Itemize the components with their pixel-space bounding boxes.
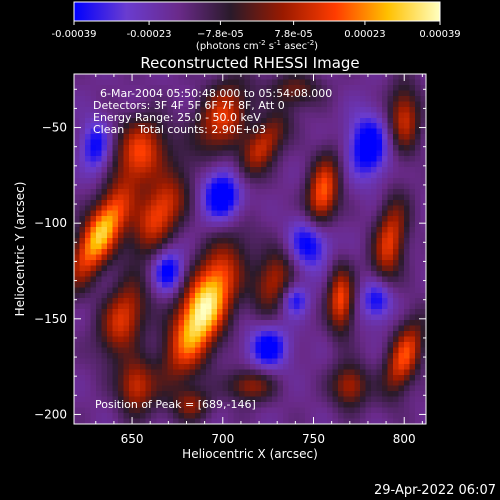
- colorbar-tick-label: 0.00023: [344, 29, 385, 40]
- y-tick-label: −50: [42, 121, 67, 135]
- observation-info: 6-Mar-2004 05:50:48.000 to 05:54:08.000 …: [93, 87, 332, 136]
- x-tick-label: 700: [211, 432, 234, 446]
- x-tick-label: 750: [302, 432, 325, 446]
- x-axis-label: Heliocentric X (arcsec): [182, 447, 318, 461]
- plot-frame: [73, 73, 427, 425]
- x-axis-ticks: 650 700 750 800: [95, 74, 423, 446]
- chart-title: Reconstructed RHESSI Image: [140, 54, 359, 72]
- clean-counts-text: Clean Total counts: 2.90E+03: [93, 123, 266, 136]
- y-axis-label: Heliocentric Y (arcsec): [13, 182, 27, 317]
- y-axis-ticks: −50 −100 −150 −200: [34, 88, 426, 421]
- y-tick-label: −150: [34, 312, 67, 326]
- colorbar-tick-label: -0.00023: [127, 29, 172, 40]
- time-range-text: 6-Mar-2004 05:50:48.000 to 05:54:08.000: [100, 87, 332, 100]
- x-tick-label: 650: [121, 432, 144, 446]
- colorbar-tick-label: -0.00039: [52, 29, 97, 40]
- y-tick-label: −100: [34, 216, 67, 230]
- peak-position-text: Position of Peak = [689,-146]: [95, 398, 256, 411]
- energy-range-text: Energy Range: 25.0 - 50.0 keV: [93, 111, 261, 124]
- colorbar-ticks: -0.00039 -0.00023 −7.8e-05 7.8e-05 0.00023 0.…: [52, 21, 461, 40]
- colorbar-gradient-bar: [73, 1, 441, 22]
- detectors-text: Detectors: 3F 4F 5F 6F 7F 8F, Att 0: [93, 99, 285, 112]
- colorbar: -0.00039 -0.00023 −7.8e-05 7.8e-05 0.00023 0.…: [52, 1, 461, 52]
- colorbar-tick-label: −7.8e-05: [197, 29, 244, 40]
- heatmap: [74, 74, 426, 424]
- colorbar-tick-label: 7.8e-05: [274, 29, 312, 40]
- y-tick-label: −200: [34, 407, 67, 421]
- footer-date: 29-Apr-2022 06:07: [374, 483, 496, 498]
- x-tick-label: 800: [393, 432, 416, 446]
- heatmap-image: [74, 74, 426, 424]
- colorbar-tick-label: 0.00039: [419, 29, 460, 40]
- colorbar-unit-label: (photons cm-2 s-1 asec-2): [196, 39, 318, 52]
